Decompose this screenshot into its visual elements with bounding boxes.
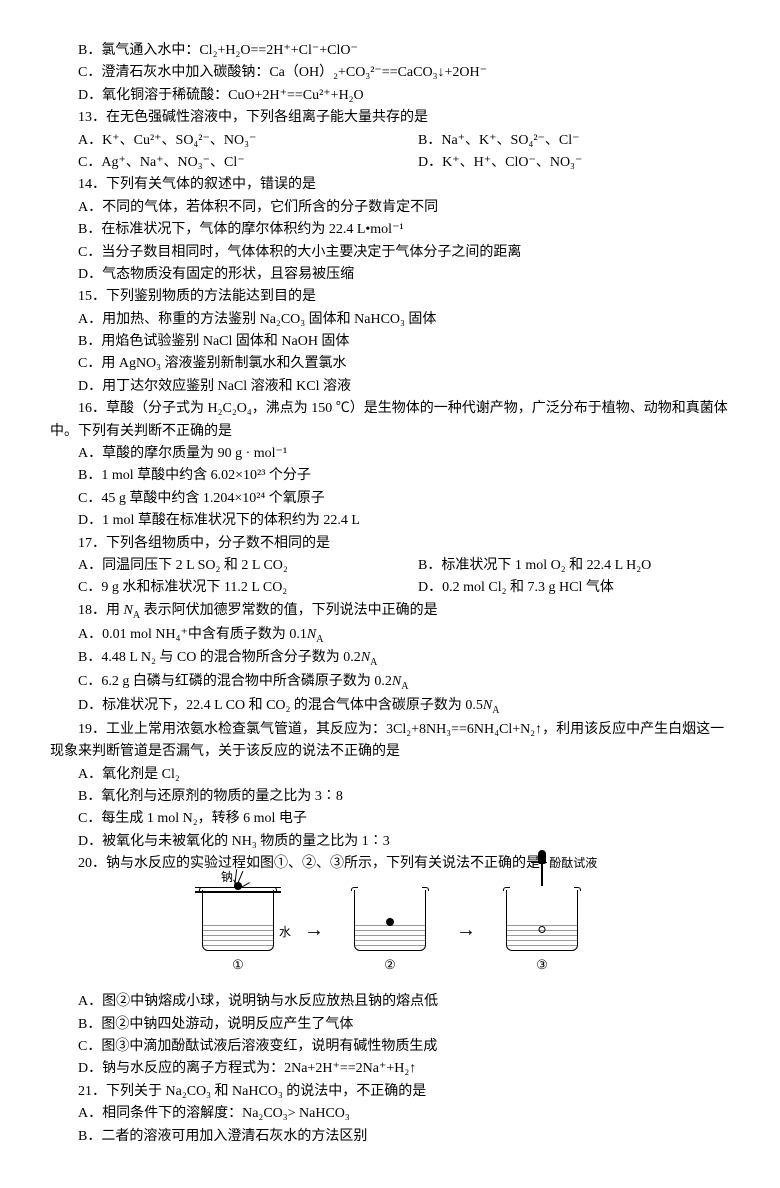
- q16-option-a: A．草酸的摩尔质量为 90 g · mol⁻¹: [50, 443, 730, 465]
- dropper-icon: [538, 850, 546, 886]
- q14-option-c: C．当分子数目相同时，气体体积的大小主要决定于气体分子之间的距离: [50, 242, 730, 264]
- q21-option-b: B．二者的溶液可用加入澄清石灰水的方法区别: [50, 1126, 730, 1148]
- q20-stem: 20．钠与水反应的实验过程如图①、②、③所示，下列有关说法不正确的是: [50, 853, 730, 875]
- label-sodium: 钠: [221, 868, 233, 887]
- q15-option-c: C．用 AgNO₃ 溶液鉴别新制氯水和久置氯水: [50, 353, 730, 375]
- q16-stem: 16．草酸（分子式为 H₂C₂O₄，沸点为 150 ℃）是生物体的一种代谢产物，…: [50, 398, 730, 443]
- q21-stem: 21．下列关于 Na₂CO₃ 和 NaHCO₃ 的说法中，不正确的是: [50, 1081, 730, 1103]
- q20-option-d: D．钠与水反应的离子方程式为：2Na+2H⁺==2Na⁺+H₂↑: [50, 1058, 730, 1080]
- q17-stem: 17．下列各组物质中，分子数不相同的是: [50, 533, 730, 555]
- q18-option-a: A．0.01 mol NH₄⁺中含有质子数为 0.1NA: [50, 624, 730, 648]
- q20-option-c: C．图③中滴加酚酞试液后溶液变红，说明有碱性物质生成: [50, 1036, 730, 1058]
- q14-stem: 14．下列有关气体的叙述中，错误的是: [50, 174, 730, 196]
- diagram-beaker-2: ②: [354, 890, 426, 976]
- q18-option-d: D．标准状况下，22.4 L CO 和 CO₂ 的混合气体中含碳原子数为 0.5…: [50, 695, 730, 719]
- q12-option-c: C．澄清石灰水中加入碳酸钠：Ca（OH）₂+CO₃²⁻==CaCO₃↓+2OH⁻: [50, 62, 730, 84]
- q15-option-d: D．用丁达尔效应鉴别 NaCl 溶液和 KCl 溶液: [50, 376, 730, 398]
- q14-option-a: A．不同的气体，若体积不同，它们所含的分子数肯定不同: [50, 197, 730, 219]
- q20-option-a: A．图②中钠熔成小球，说明钠与水反应放热且钠的熔点低: [50, 991, 730, 1013]
- q13-option-b: B．Na⁺、K⁺、SO₄²⁻、Cl⁻: [390, 130, 730, 152]
- label-phenolphthalein: 酚酞试液: [549, 854, 597, 873]
- arrow-icon: →: [456, 914, 476, 976]
- q13-stem: 13．在无色强碱性溶液中，下列各组离子能大量共存的是: [50, 107, 730, 129]
- figure-number-1: ①: [232, 955, 244, 976]
- diagram-beaker-3: 酚酞试液 ③: [506, 890, 578, 976]
- q13-option-d: D．K⁺、H⁺、ClO⁻、NO₃⁻: [390, 152, 730, 174]
- label-water: 水: [279, 923, 291, 942]
- q20-diagram: 钠 水 ① → ② → 酚酞试液 ③: [50, 890, 730, 976]
- q18-option-c: C．6.2 g 白磷与红磷的混合物中所含磷原子数为 0.2NA: [50, 671, 730, 695]
- q19-option-a: A．氧化剂是 Cl₂: [50, 764, 730, 786]
- q16-option-b: B．1 mol 草酸中约含 6.02×10²³ 个分子: [50, 465, 730, 487]
- q12-option-b: B．氯气通入水中：Cl₂+H₂O==2H⁺+Cl⁻+ClO⁻: [50, 40, 730, 62]
- figure-number-2: ②: [384, 955, 396, 976]
- q15-option-b: B．用焰色试验鉴别 NaCl 固体和 NaOH 固体: [50, 331, 730, 353]
- q21-option-a: A．相同条件下的溶解度：Na₂CO₃> NaHCO₃: [50, 1103, 730, 1125]
- q16-option-c: C．45 g 草酸中约含 1.204×10²⁴ 个氧原子: [50, 488, 730, 510]
- q20-option-b: B．图②中钠四处游动，说明反应产生了气体: [50, 1014, 730, 1036]
- q19-option-b: B．氧化剂与还原剂的物质的量之比为 3∶8: [50, 786, 730, 808]
- q12-option-d: D．氧化铜溶于稀硫酸：CuO+2H⁺==Cu²⁺+H₂O: [50, 85, 730, 107]
- q18-option-b: B．4.48 L N₂ 与 CO 的混合物所含分子数为 0.2NA: [50, 647, 730, 671]
- q18-stem: 18．用 NA 表示阿伏加德罗常数的值，下列说法中正确的是: [50, 600, 730, 624]
- figure-number-3: ③: [536, 955, 548, 976]
- q19-option-d: D．被氧化与未被氧化的 NH₃ 物质的量之比为 1∶3: [50, 831, 730, 853]
- q17-option-a: A．同温同压下 2 L SO₂ 和 2 L CO₂: [50, 555, 390, 577]
- q13-option-c: C．Ag⁺、Na⁺、NO₃⁻、Cl⁻: [50, 152, 390, 174]
- q17-option-b: B．标准状况下 1 mol O₂ 和 22.4 L H₂O: [390, 555, 730, 577]
- q15-stem: 15．下列鉴别物质的方法能达到目的是: [50, 286, 730, 308]
- q14-option-b: B．在标准状况下，气体的摩尔体积约为 22.4 L•mol⁻¹: [50, 219, 730, 241]
- q19-option-c: C．每生成 1 mol N₂，转移 6 mol 电子: [50, 808, 730, 830]
- q19-stem: 19．工业上常用浓氨水检查氯气管道，其反应为：3Cl₂+8NH₃==6NH₄Cl…: [50, 719, 730, 764]
- diagram-beaker-1: 钠 水 ①: [202, 890, 274, 976]
- q13-option-a: A．K⁺、Cu²⁺、SO₄²⁻、NO₃⁻: [50, 130, 390, 152]
- q16-option-d: D．1 mol 草酸在标准状况下的体积约为 22.4 L: [50, 510, 730, 532]
- q17-option-c: C．9 g 水和标准状况下 11.2 L CO₂: [50, 577, 390, 599]
- arrow-icon: →: [304, 914, 324, 976]
- q17-option-d: D．0.2 mol Cl₂ 和 7.3 g HCl 气体: [390, 577, 730, 599]
- q15-option-a: A．用加热、称重的方法鉴别 Na₂CO₃ 固体和 NaHCO₃ 固体: [50, 309, 730, 331]
- q14-option-d: D．气态物质没有固定的形状，且容易被压缩: [50, 264, 730, 286]
